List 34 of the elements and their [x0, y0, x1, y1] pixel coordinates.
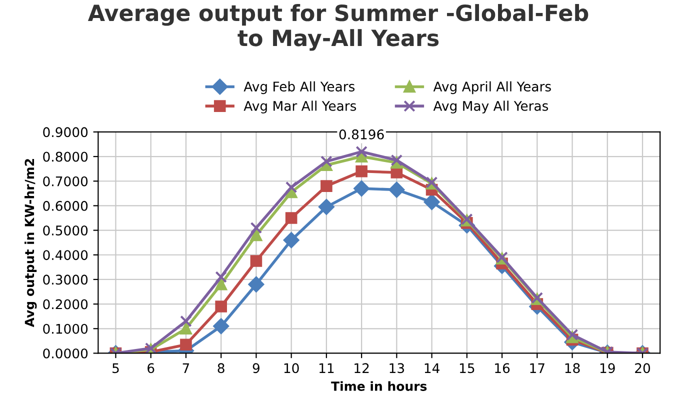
y-tick-label: 0.1000: [43, 324, 88, 334]
x-tick-label: 5: [112, 363, 119, 374]
annotation: 0.8196: [339, 129, 384, 140]
x-tick-label: 16: [495, 363, 510, 374]
y-tick-label: 0.9000: [43, 127, 88, 138]
legend-label: Avg Feb All Years: [244, 81, 355, 94]
x-tick-label: 9: [252, 363, 260, 374]
x-tick-label: 8: [218, 363, 224, 374]
x-tick-label: 6: [148, 363, 154, 374]
y-tick-label: 0.5000: [43, 226, 88, 236]
legend-label: Avg Mar All Years: [244, 100, 356, 114]
x-tick-label: 11: [319, 363, 334, 373]
x-tick-label: 7: [182, 363, 190, 373]
x-tick-label: 13: [390, 363, 404, 374]
y-tick-label: 0.3000: [43, 274, 88, 285]
y-tick-label: 0.4000: [43, 250, 88, 260]
x-tick-label: 12: [354, 363, 369, 373]
x-axis-title: Time in hours: [331, 381, 427, 391]
legend-label: Avg April All Years: [433, 81, 551, 94]
legend-label: Avg May All Yeras: [433, 100, 548, 114]
y-tick-label: 0.8000: [43, 152, 88, 162]
x-tick-label: 10: [284, 363, 299, 374]
x-tick-label: 18: [565, 363, 580, 374]
y-tick-label: 0.6000: [43, 200, 88, 211]
x-tick-label: 14: [424, 363, 440, 373]
y-tick-label: 0.0000: [43, 348, 88, 358]
y-tick-label: 0.7000: [43, 176, 88, 186]
x-tick-label: 20: [635, 363, 650, 374]
chart-title: Average output for Summer -Global-Feb to May-All Years: [88, 4, 588, 51]
x-tick-label: 15: [460, 363, 474, 374]
x-tick-label: 19: [600, 363, 615, 374]
y-tick-label: 0.2000: [43, 299, 88, 310]
x-tick-label: 17: [530, 363, 544, 373]
y-axis-title: Avg output in KW-hr/m2: [24, 159, 37, 328]
